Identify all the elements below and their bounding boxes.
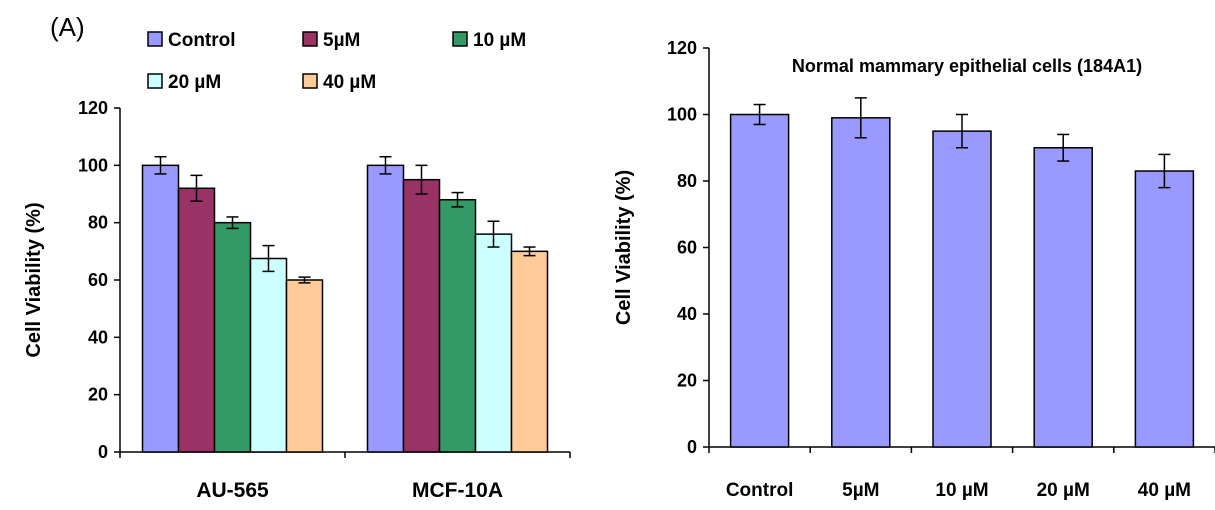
legend-swatch bbox=[452, 31, 468, 47]
y-axis-label: Cell Viability (%) bbox=[23, 202, 45, 357]
legend-label: 20 µM bbox=[168, 72, 221, 93]
panel-label: (A) bbox=[50, 12, 85, 42]
legend-label: 5µM bbox=[323, 30, 360, 51]
bar bbox=[177, 187, 216, 453]
y-tick-label: 80 bbox=[677, 171, 697, 191]
bar bbox=[141, 164, 180, 453]
bar bbox=[213, 221, 252, 453]
bar bbox=[438, 198, 477, 453]
y-tick-label: 0 bbox=[98, 442, 108, 462]
bar bbox=[729, 113, 790, 448]
legend-label: 10 µM bbox=[473, 30, 526, 51]
y-tick-label: 120 bbox=[78, 98, 108, 118]
y-tick-label: 100 bbox=[667, 105, 697, 125]
y-tick-label: 40 bbox=[88, 327, 108, 347]
bar bbox=[402, 178, 441, 453]
y-tick-label: 20 bbox=[677, 371, 697, 391]
bar bbox=[831, 117, 891, 448]
bar bbox=[1134, 170, 1195, 448]
y-tick-label: 100 bbox=[78, 155, 108, 175]
category-label: 20 µM bbox=[1037, 480, 1090, 501]
y-tick-label: 120 bbox=[667, 38, 697, 58]
category-label: 10 µM bbox=[935, 480, 988, 501]
bar bbox=[510, 250, 549, 453]
y-tick-label: 40 bbox=[677, 304, 697, 324]
category-label: Control bbox=[726, 480, 794, 501]
legend-label: Control bbox=[168, 30, 236, 51]
legend-label: 40 µM bbox=[323, 72, 376, 93]
bar bbox=[366, 164, 405, 453]
y-tick-label: 60 bbox=[677, 238, 697, 258]
category-label: 40 µM bbox=[1138, 480, 1191, 501]
legend-swatch bbox=[302, 31, 318, 47]
chart-title: Normal mammary epithelial cells (184A1) bbox=[792, 56, 1142, 76]
legend-swatch bbox=[302, 73, 318, 89]
category-label: MCF-10A bbox=[412, 479, 503, 502]
legend-swatch bbox=[147, 73, 163, 89]
chart-b-normal-mammary-cells: 0 20 40 60 80 100 120 Cell Viability (%) Normal … bbox=[613, 38, 1215, 501]
legend-swatch bbox=[147, 31, 163, 47]
bar bbox=[474, 233, 513, 453]
chart-a-viability-by-cell-line: 0 20 40 60 80 100 120 Cell Viability (%) AU-565 M… bbox=[23, 30, 571, 502]
bar bbox=[1033, 147, 1093, 448]
bar bbox=[932, 130, 992, 448]
y-tick-label: 60 bbox=[88, 270, 108, 290]
category-label: AU-565 bbox=[196, 479, 269, 502]
y-axis-label: Cell Viability (%) bbox=[613, 170, 635, 325]
bar bbox=[249, 257, 288, 453]
bar bbox=[285, 279, 324, 453]
y-tick-label: 0 bbox=[687, 437, 697, 457]
category-label: 5µM bbox=[842, 480, 879, 501]
y-tick-label: 20 bbox=[88, 385, 108, 405]
y-tick-label: 80 bbox=[88, 213, 108, 233]
